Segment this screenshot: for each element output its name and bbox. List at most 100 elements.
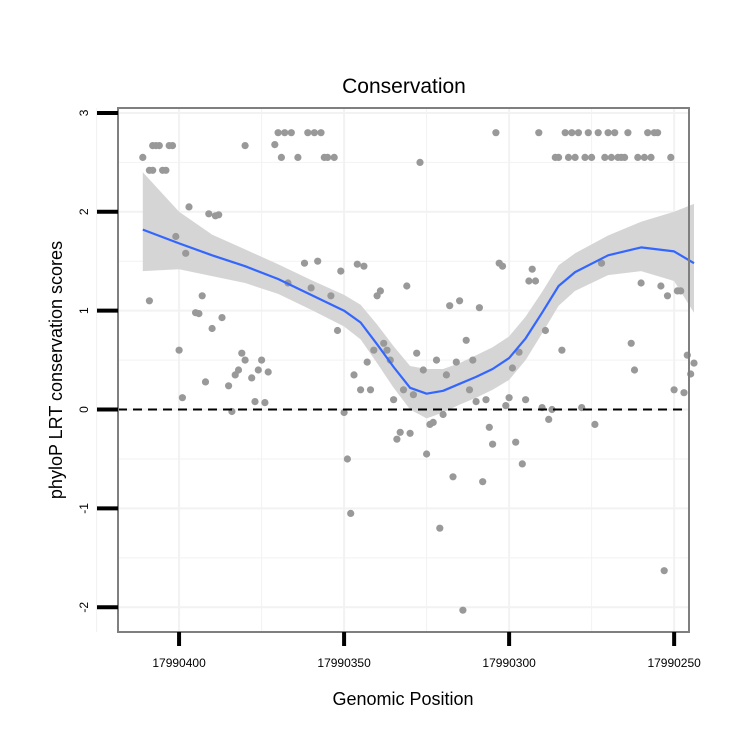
- data-point: [541, 326, 550, 335]
- data-point: [621, 153, 629, 161]
- data-point: [294, 153, 302, 161]
- data-point: [208, 324, 216, 333]
- data-point: [162, 166, 170, 174]
- data-point: [317, 129, 325, 137]
- data-point: [357, 386, 365, 394]
- data-point: [310, 129, 318, 137]
- data-point: [175, 346, 183, 354]
- smooth-curve: [142, 228, 695, 395]
- data-point: [390, 396, 398, 404]
- data-point: [363, 358, 371, 366]
- data-point: [512, 438, 520, 446]
- data-point: [172, 232, 180, 241]
- data-point: [324, 153, 332, 161]
- data-point: [479, 478, 487, 486]
- x-axis-title: Genomic Position: [332, 689, 473, 709]
- data-point: [498, 262, 507, 270]
- data-point: [647, 153, 655, 161]
- data-point: [238, 349, 246, 357]
- data-point: [304, 129, 312, 137]
- data-point: [634, 153, 642, 161]
- data-point: [607, 153, 616, 161]
- data-point: [630, 366, 639, 374]
- x-tick-label: 17990400: [152, 656, 206, 670]
- data-point: [409, 391, 417, 399]
- data-point: [429, 418, 437, 426]
- data-point: [555, 153, 563, 161]
- y-axis-title: phyloP LRT conservation scores: [46, 241, 66, 499]
- data-point: [218, 314, 226, 322]
- data-point: [234, 366, 243, 374]
- data-point: [370, 346, 378, 354]
- data-point: [627, 339, 635, 347]
- data-point: [248, 374, 256, 382]
- x-axis: 17990400 17990350 17990300 17990250: [152, 632, 701, 670]
- data-point: [531, 277, 540, 285]
- data-point: [258, 356, 266, 364]
- y-tick-label: -1: [77, 503, 91, 514]
- data-point: [663, 292, 672, 300]
- data-point: [347, 509, 355, 517]
- data-point: [399, 386, 408, 394]
- y-tick-label: -2: [77, 602, 91, 613]
- data-point: [439, 410, 447, 419]
- data-point: [327, 292, 335, 300]
- data-point: [518, 460, 526, 468]
- data-point: [459, 606, 467, 614]
- data-point: [597, 259, 606, 267]
- data-point: [205, 210, 213, 218]
- data-point: [178, 394, 186, 402]
- data-point: [535, 129, 543, 137]
- data-point: [667, 153, 675, 161]
- data-point: [472, 398, 480, 406]
- data-point: [261, 399, 269, 407]
- data-point: [241, 142, 249, 150]
- data-point: [241, 356, 249, 364]
- data-point: [333, 326, 342, 335]
- data-point: [611, 129, 619, 137]
- data-point: [581, 153, 589, 161]
- data-point: [594, 129, 602, 137]
- data-point: [287, 129, 295, 137]
- data-point: [343, 455, 351, 463]
- data-point: [640, 153, 649, 161]
- data-point: [380, 339, 388, 347]
- data-point: [393, 435, 401, 443]
- data-point: [489, 440, 497, 448]
- data-point: [337, 267, 345, 275]
- data-point: [314, 257, 322, 265]
- data-point: [307, 284, 315, 292]
- data-point: [366, 386, 375, 394]
- data-point: [419, 366, 427, 374]
- smooth-line: [142, 228, 695, 395]
- data-point: [182, 249, 190, 257]
- data-point: [340, 408, 348, 417]
- data-point: [482, 396, 490, 404]
- confidence-band-area: [142, 172, 695, 419]
- x-tick-label: 17990350: [317, 656, 371, 670]
- data-point: [139, 153, 147, 161]
- data-point: [168, 142, 177, 150]
- data-point: [571, 153, 579, 161]
- data-point: [680, 389, 688, 397]
- y-axis: -2 -1 0 1 2 3: [77, 109, 118, 613]
- data-point: [396, 428, 404, 436]
- data-point: [525, 277, 533, 285]
- data-point: [522, 396, 530, 404]
- y-tick-label: 0: [77, 406, 91, 413]
- data-point: [660, 567, 668, 575]
- data-point: [548, 405, 556, 414]
- y-tick-label: 2: [77, 208, 91, 215]
- data-point: [584, 129, 592, 137]
- data-point: [215, 211, 223, 219]
- data-point: [360, 262, 368, 270]
- data-point: [264, 368, 272, 376]
- data-point: [601, 153, 609, 161]
- data-point: [456, 297, 464, 305]
- data-point: [277, 153, 285, 161]
- data-point: [545, 415, 553, 423]
- data-point: [330, 153, 338, 161]
- data-point: [442, 371, 450, 379]
